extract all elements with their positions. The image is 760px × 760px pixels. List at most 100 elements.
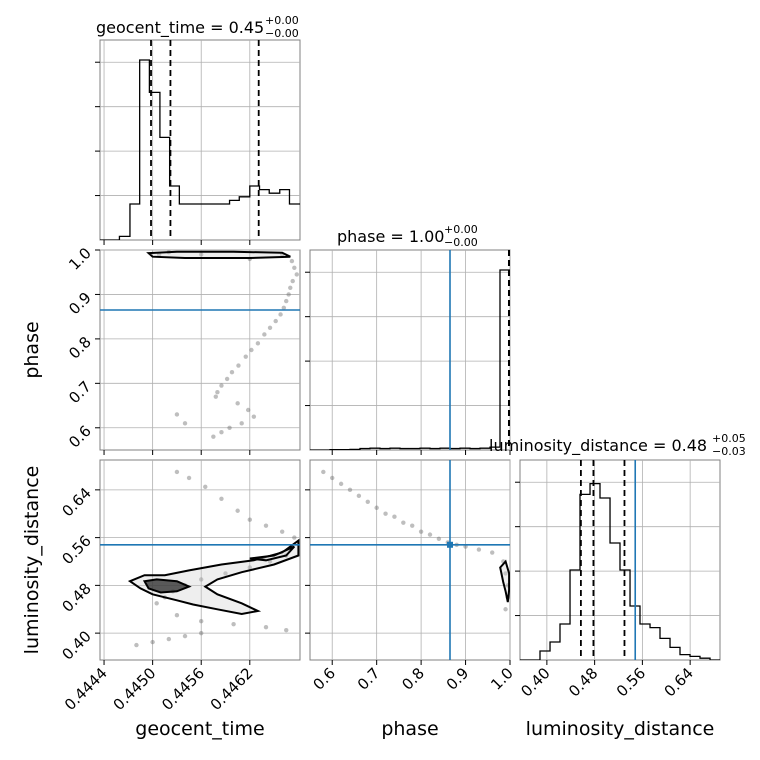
scatter-point-phase_vs_geocent_time-26: [235, 401, 240, 406]
scatter-point-luminosity_distance_vs_phase-7: [383, 511, 388, 516]
ytick-label-luminosity_distance-1: 0.48: [58, 579, 94, 615]
scatter-point-luminosity_distance_vs_geocent_time-6: [263, 523, 269, 528]
marks-panel-phase-vs-geocent_time: [100, 250, 300, 439]
scatter-point-luminosity_distance_vs_geocent_time-24: [182, 633, 188, 639]
frame-panel-phase-vs-geocent_time: [99, 249, 301, 451]
scatter-point-phase_vs_geocent_time-19: [243, 354, 248, 359]
grid-lines: [100, 40, 720, 660]
xtick-label-phase-4: 1.0: [487, 664, 517, 694]
scatter-point-luminosity_distance_vs_phase-1: [330, 475, 335, 481]
xtick-label-geocent_time-1: 0.4450: [110, 664, 160, 714]
contour-luminosity_distance_vs_geocent_time-1: [142, 578, 192, 594]
data-marks: [100, 40, 720, 660]
scatter-point-luminosity_distance_vs_geocent_time-3: [219, 496, 224, 502]
scatter-point-luminosity_distance_vs_geocent_time-8: [292, 535, 297, 540]
hist-step-geocent_time: [100, 59, 300, 240]
marks-hist-geocent_time: [100, 40, 300, 240]
scatter-point-luminosity_distance_vs_geocent_time-26: [150, 639, 155, 645]
scatter-point-luminosity_distance_vs_phase-2: [338, 481, 344, 487]
scatter-point-phase_vs_geocent_time-24: [215, 390, 220, 395]
xlabel-luminosity_distance: luminosity_distance: [526, 718, 715, 740]
scatter-point-phase_vs_geocent_time-18: [249, 347, 254, 353]
hist-step-phase: [310, 269, 510, 450]
xtick-label-phase-0: 0.6: [309, 664, 339, 694]
scatter-point-luminosity_distance_vs_phase-23: [503, 607, 508, 612]
title-luminosity_distance-sup: +0.05: [712, 432, 746, 445]
ylabel-phase: phase: [21, 321, 43, 378]
scatter-point-luminosity_distance_vs_phase-4: [356, 493, 362, 499]
xtick-label-geocent_time-0: 0.4444: [61, 664, 111, 714]
scatter-point-luminosity_distance_vs_geocent_time-0: [174, 469, 180, 475]
title-luminosity_distance: luminosity_distance = 0.48: [489, 436, 707, 456]
scatter-point-phase_vs_geocent_time-11: [284, 298, 289, 304]
xtick-label-luminosity_distance-1: 0.48: [565, 664, 601, 700]
frame-hist-geocent_time: [99, 39, 301, 241]
ytick-label-luminosity_distance-3: 0.64: [58, 484, 94, 520]
marks-panel-luminosity_distance-vs-geocent_time: [100, 469, 300, 648]
ytick-label-phase-3: 0.9: [65, 289, 95, 319]
scatter-point-luminosity_distance_vs_geocent_time-1: [186, 475, 192, 481]
scatter-point-luminosity_distance_vs_geocent_time-19: [199, 618, 204, 624]
contour-luminosity_distance_vs_phase-0: [499, 559, 510, 603]
scatter-point-luminosity_distance_vs_phase-13: [436, 536, 442, 542]
scatter-point-phase_vs_geocent_time-9: [288, 285, 293, 290]
frame-panel-luminosity_distance-vs-geocent_time: [99, 459, 301, 661]
marks-hist-luminosity_distance: [520, 460, 720, 660]
scatter-point-luminosity_distance_vs_geocent_time-12: [223, 571, 228, 576]
xtick-label-phase-1: 0.7: [354, 664, 384, 694]
scatter-point-phase_vs_geocent_time-20: [236, 363, 241, 368]
xtick-label-phase-2: 0.8: [398, 664, 428, 694]
scatter-point-luminosity_distance_vs_phase-6: [374, 505, 379, 510]
scatter-point-luminosity_distance_vs_geocent_time-22: [284, 627, 289, 633]
scatter-point-phase_vs_geocent_time-21: [229, 370, 235, 375]
scatter-point-luminosity_distance_vs_geocent_time-11: [247, 565, 252, 570]
scatter-point-luminosity_distance_vs_geocent_time-18: [174, 613, 180, 618]
xlabel-phase: phase: [381, 718, 438, 740]
scatter-point-luminosity_distance_vs_phase-0: [321, 469, 326, 475]
scatter-point-luminosity_distance_vs_phase-9: [401, 520, 406, 525]
scatter-point-phase_vs_geocent_time-7: [294, 272, 299, 277]
title-geocent_time: geocent_time = 0.45: [96, 18, 264, 38]
scatter-point-phase_vs_geocent_time-5: [289, 258, 295, 264]
scatter-point-luminosity_distance_vs_phase-8: [392, 514, 397, 519]
scatter-point-luminosity_distance_vs_geocent_time-13: [199, 577, 204, 582]
ytick-label-luminosity_distance-0: 0.40: [58, 627, 94, 663]
scatter-point-phase_vs_geocent_time-28: [251, 414, 257, 419]
scatter-point-phase_vs_geocent_time-13: [278, 312, 283, 317]
scatter-point-phase_vs_geocent_time-16: [262, 332, 267, 337]
scatter-point-phase_vs_geocent_time-30: [227, 425, 232, 430]
xtick-label-luminosity_distance-2: 0.56: [613, 664, 649, 700]
scatter-point-phase_vs_geocent_time-31: [219, 430, 224, 435]
ytick-label-phase-4: 1.0: [65, 244, 95, 274]
xtick-label-geocent_time-2: 0.4456: [158, 664, 208, 714]
scatter-point-phase_vs_geocent_time-17: [255, 341, 261, 346]
scatter-point-luminosity_distance_vs_geocent_time-20: [231, 621, 236, 627]
scatter-point-luminosity_distance_vs_phase-12: [427, 532, 433, 537]
scatter-point-luminosity_distance_vs_geocent_time-23: [199, 630, 204, 636]
scatter-point-luminosity_distance_vs_phase-20: [503, 571, 508, 576]
scatter-point-luminosity_distance_vs_phase-5: [365, 499, 370, 504]
title-geocent_time-sub: −0.00: [265, 27, 299, 40]
xlabel-geocent_time: geocent_time: [135, 718, 264, 740]
scatter-point-phase_vs_geocent_time-33: [174, 412, 180, 417]
scatter-point-phase_vs_geocent_time-25: [213, 394, 218, 399]
scatter-point-luminosity_distance_vs_geocent_time-4: [235, 508, 240, 513]
scatter-point-luminosity_distance_vs_phase-10: [410, 523, 415, 528]
scatter-point-luminosity_distance_vs_geocent_time-25: [166, 636, 172, 642]
scatter-point-luminosity_distance_vs_geocent_time-27: [134, 642, 139, 648]
contour-luminosity_distance_vs_geocent_time-0: [127, 538, 300, 616]
ylabel-luminosity_distance: luminosity_distance: [21, 466, 43, 655]
xtick-label-luminosity_distance-0: 0.40: [517, 664, 553, 700]
scatter-point-phase_vs_geocent_time-14: [273, 318, 278, 324]
scatter-point-phase_vs_geocent_time-23: [219, 383, 224, 388]
frame-hist-luminosity_distance: [519, 459, 721, 661]
scatter-point-phase_vs_geocent_time-2: [199, 252, 204, 257]
scatter-point-phase_vs_geocent_time-10: [286, 292, 291, 297]
contour-luminosity_distance_vs_geocent_time-2: [249, 545, 296, 562]
scatter-point-luminosity_distance_vs_geocent_time-2: [203, 484, 208, 490]
xtick-label-phase-3: 0.9: [443, 664, 473, 694]
marks-panel-luminosity_distance-vs-phase: [310, 460, 510, 660]
scatter-point-luminosity_distance_vs_geocent_time-17: [154, 601, 159, 606]
scatter-point-phase_vs_geocent_time-12: [281, 305, 287, 310]
